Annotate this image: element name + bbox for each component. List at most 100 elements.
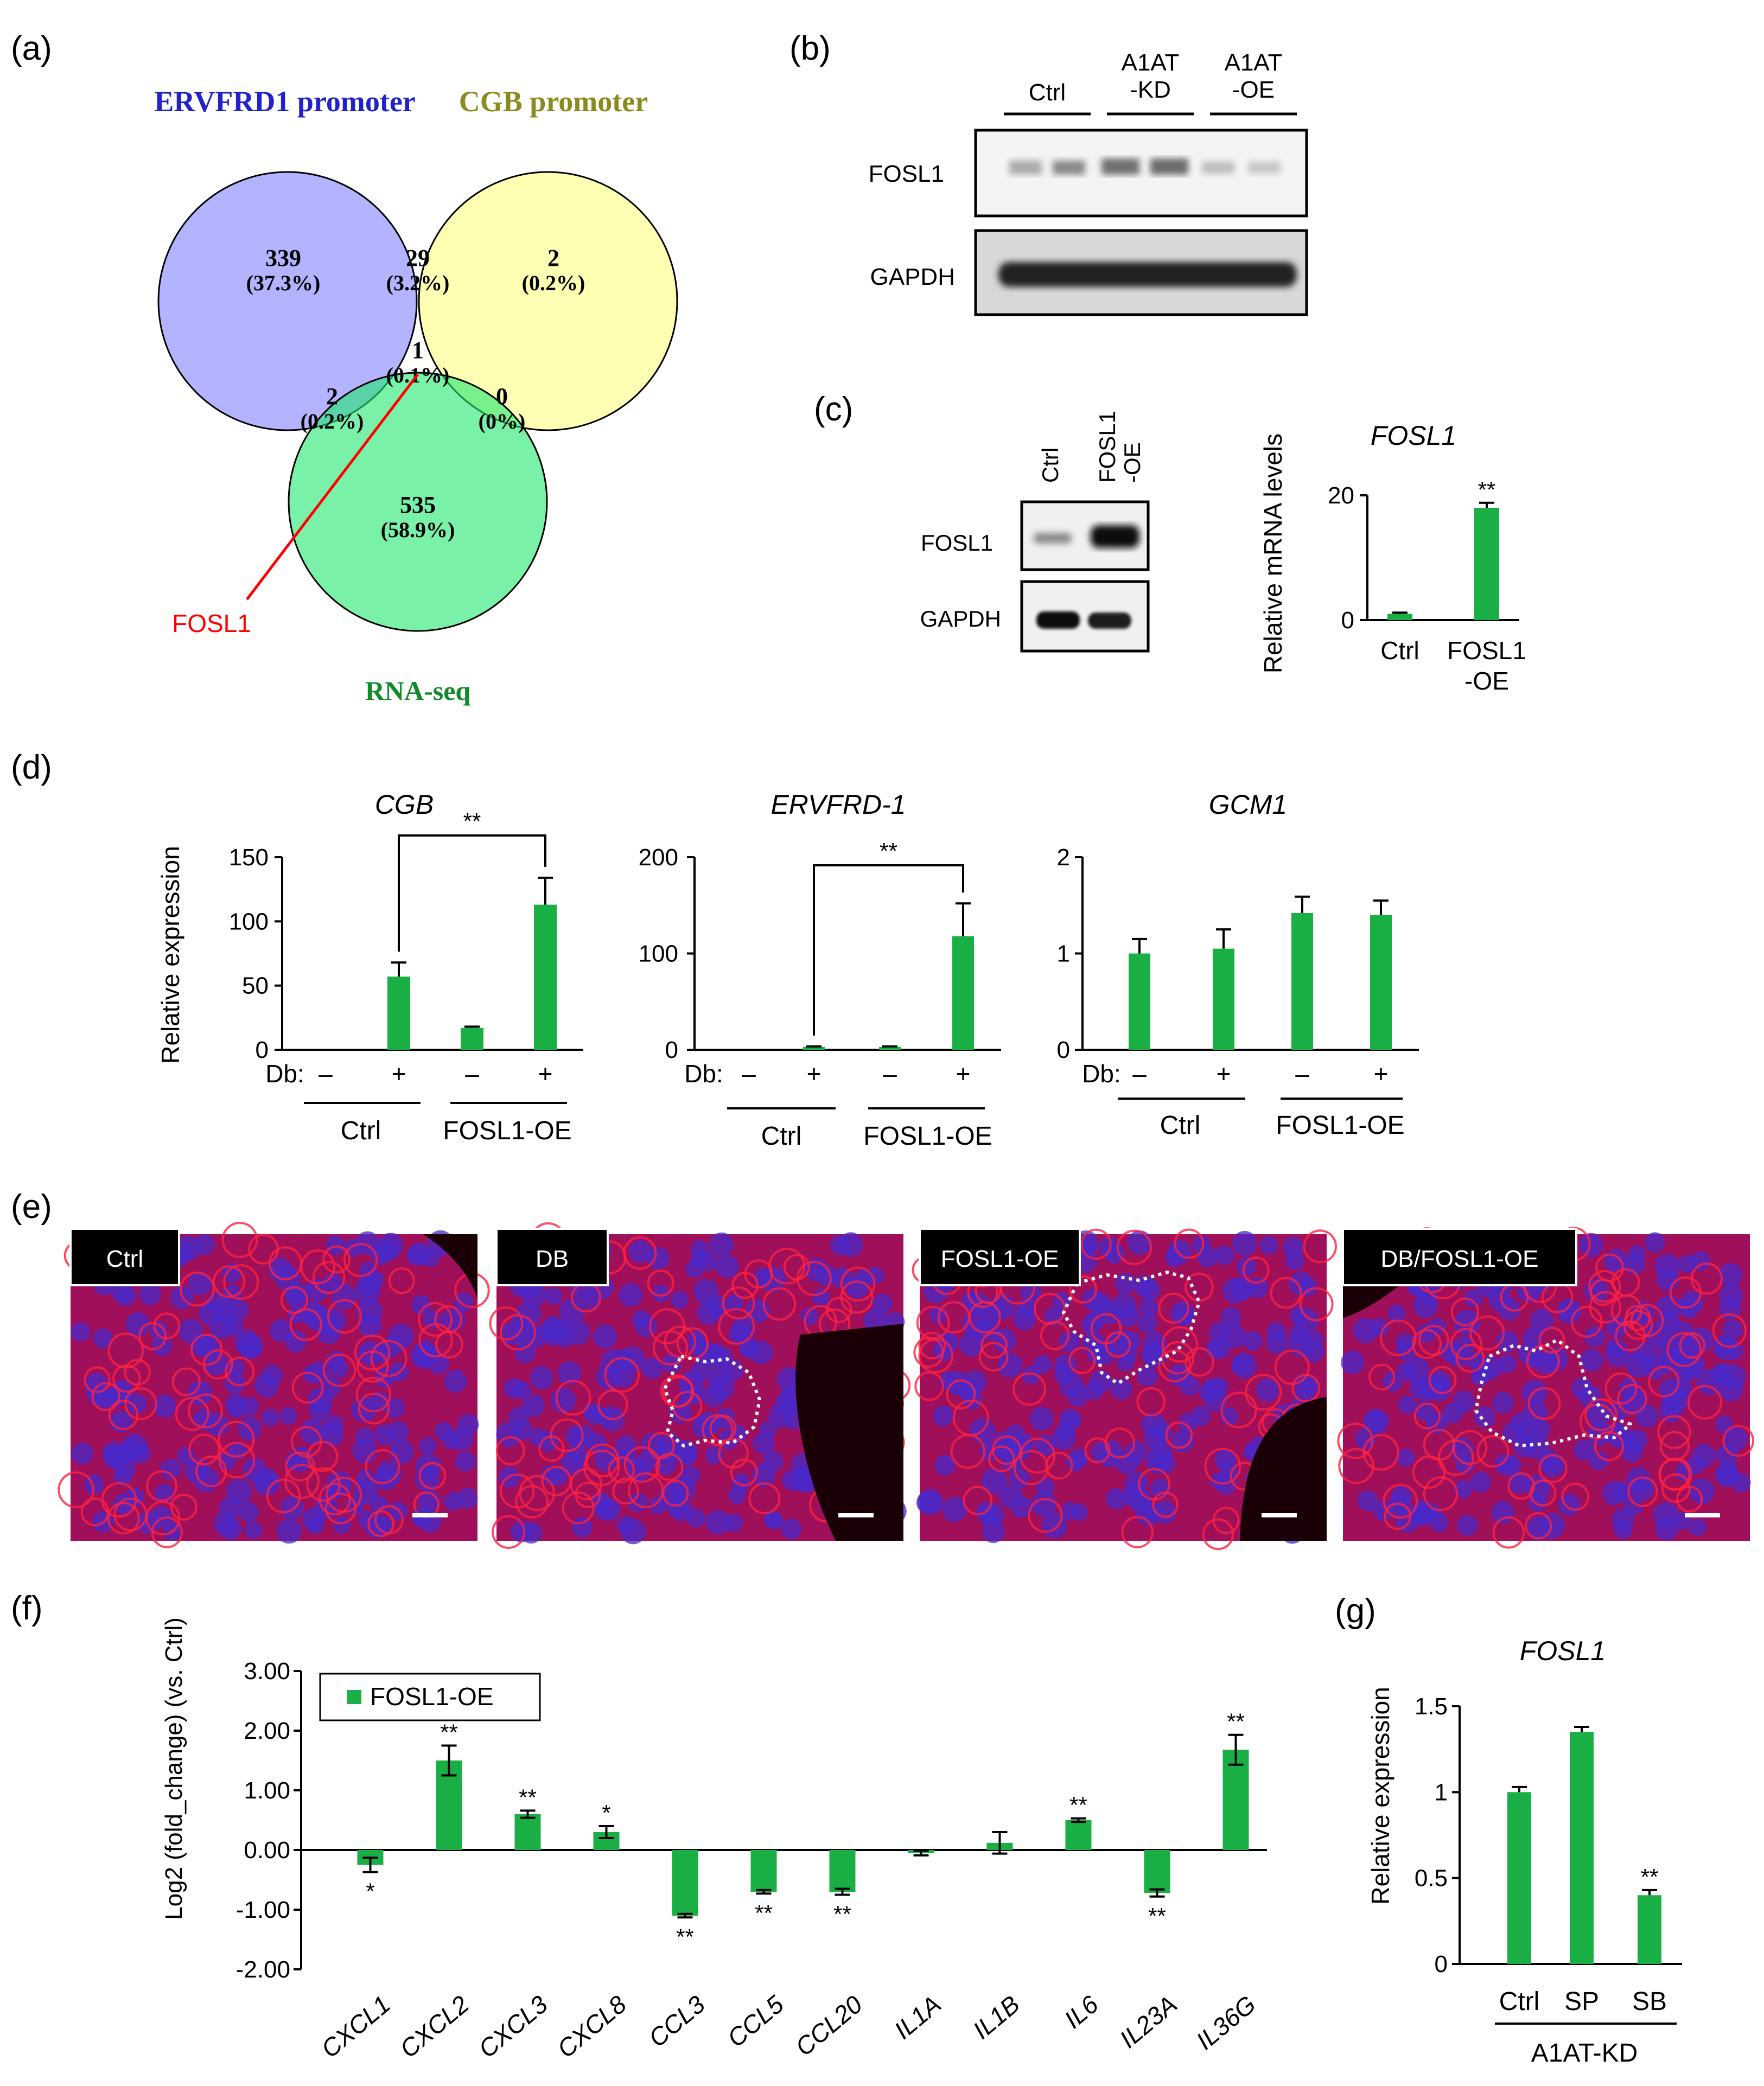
chart-f-xtick-label: IL6: [1059, 1990, 1104, 2034]
microscopy-nucleus: [1362, 1408, 1389, 1435]
microscopy-membrane: [597, 1389, 628, 1420]
microscopy-nucleus: [762, 1451, 784, 1472]
microscopy-label-box: [919, 1228, 1081, 1286]
microscopy-nucleus: [1416, 1376, 1441, 1400]
chart-d-bar: [1291, 913, 1313, 1050]
microscopy-nucleus: [242, 1458, 267, 1482]
microscopy-membrane: [495, 1436, 525, 1465]
microscopy-nucleus: [308, 1387, 333, 1413]
chart-d-bracket-significance: **: [463, 808, 481, 834]
microscopy-nucleus: [1722, 1319, 1743, 1341]
microscopy-membrane: [151, 1516, 183, 1548]
chart-g-ytick-label: 1.5: [1415, 1693, 1448, 1720]
chart-f-significance: **: [1227, 1709, 1245, 1734]
microscopy-membrane: [1384, 1502, 1411, 1530]
microscopy-nucleus: [455, 1451, 476, 1472]
microscopy-nucleus: [916, 1490, 940, 1515]
microscopy-nucleus: [203, 1351, 228, 1375]
microscopy-membrane: [1492, 1516, 1525, 1549]
chart-d-title: ERVFRD-1: [770, 789, 906, 820]
microscopy-membrane: [108, 1400, 139, 1431]
microscopy-membrane: [1104, 1427, 1136, 1459]
microscopy-membrane: [1274, 1349, 1310, 1385]
venn-callout-line: [246, 373, 419, 601]
venn-region-7-count: 535: [400, 492, 436, 518]
microscopy-membrane: [374, 1505, 404, 1535]
microscopy-membrane: [1245, 1374, 1282, 1411]
microscopy-nucleus: [1220, 1323, 1246, 1349]
microscopy-nucleus: [1256, 1378, 1279, 1402]
venn-region-5-pct: (0.2%): [301, 409, 364, 433]
microscopy-nucleus: [239, 1337, 262, 1359]
microscopy-nucleus: [1357, 1490, 1378, 1511]
microscopy-membrane: [825, 1297, 852, 1323]
microscopy-nucleus: [619, 1283, 643, 1307]
microscopy-nucleus: [206, 1413, 230, 1437]
microscopy-membrane: [1527, 1387, 1561, 1420]
microscopy-nucleus: [284, 1282, 310, 1308]
panel-c: (c) Ctrl FOSL1-OE FOSL1 GAPDH FOSL1 Relat…: [814, 391, 1526, 695]
microscopy-nucleus: [1031, 1491, 1057, 1517]
microscopy-nucleus: [358, 1314, 382, 1337]
chart-f-xtick-label: IL1B: [967, 1990, 1025, 2045]
microscopy-membrane: [1368, 1363, 1396, 1390]
microscopy-nucleus: [194, 1234, 215, 1255]
microscopy-membrane: [1068, 1347, 1096, 1374]
microscopy-nucleus: [1373, 1501, 1394, 1521]
microscopy-membrane: [1561, 1482, 1590, 1511]
microscopy-nucleus: [326, 1235, 345, 1255]
microscopy-nucleus: [276, 1518, 302, 1544]
microscopy-nucleus: [1502, 1422, 1524, 1444]
microscopy-membrane: [223, 1264, 259, 1300]
chart-f-xtick-label: CCL3: [643, 1990, 710, 2053]
microscopy-membrane: [1687, 1385, 1723, 1420]
chart-c-fosl1-mrna: FOSL1 Relative mRNA levels 0 20 Ctrl ** FOSL1-…: [1259, 420, 1526, 695]
panel-g-label: (g): [1335, 1592, 1376, 1630]
microscopy-membrane: [1455, 1344, 1485, 1373]
chart-f-xtick-label: IL23A: [1114, 1990, 1182, 2053]
microscopy-nucleus: [300, 1302, 325, 1326]
chart-f-significance: **: [1069, 1792, 1087, 1818]
microscopy-nucleus: [389, 1439, 414, 1464]
microscopy-nucleus: [160, 1459, 181, 1480]
microscopy-membrane: [1666, 1332, 1702, 1367]
chart-d-db-sign: –: [465, 1060, 479, 1088]
microscopy-nucleus: [514, 1342, 536, 1363]
microscopy-nucleus: [1232, 1230, 1257, 1256]
microscopy-nucleus: [330, 1360, 348, 1378]
panel-a-venn: (a) ERVFRD1 promoter CGB promoter 339 (3…: [11, 30, 678, 706]
chart-f-ytick-label: -1.00: [236, 1897, 290, 1923]
microscopy-nucleus: [1413, 1293, 1438, 1318]
microscopy-membrane: [918, 1331, 946, 1360]
venn-region-4-count: 1: [412, 337, 424, 363]
microscopy-nucleus: [1148, 1441, 1173, 1466]
microscopy-membrane: [1080, 1228, 1112, 1260]
microscopy-nucleus: [1110, 1378, 1132, 1400]
microscopy-membrane: [124, 1387, 157, 1420]
chart-c-ytick-label: 20: [1328, 482, 1354, 509]
microscopy-membrane: [170, 1494, 198, 1521]
chart-g-ylabel: Relative expression: [1366, 1687, 1394, 1904]
microscopy-nucleus: [595, 1364, 622, 1390]
microscopy-nucleus: [1612, 1508, 1635, 1531]
microscopy-membrane: [218, 1420, 255, 1458]
microscopy-nucleus: [1661, 1393, 1683, 1414]
microscopy-label: DB/FOSL1-OE: [1381, 1246, 1539, 1272]
microscopy-nucleus: [512, 1419, 533, 1440]
microscopy-membrane: [1712, 1313, 1747, 1348]
microscopy-nucleus: [1498, 1354, 1517, 1373]
microscopy-nucleus: [261, 1364, 283, 1386]
microscopy-nucleus: [1231, 1354, 1252, 1374]
microscopy-membrane: [218, 1441, 256, 1479]
blot-c-fosl1-bands: [1034, 525, 1139, 548]
microscopy-nucleus: [1387, 1304, 1406, 1323]
microscopy-nucleus: [1571, 1377, 1593, 1399]
microscopy-membrane: [1437, 1439, 1474, 1476]
microscopy-nucleus: [1066, 1452, 1085, 1472]
chart-f-xtick-label: CXCL8: [552, 1990, 632, 2063]
microscopy-nucleus: [116, 1286, 137, 1306]
microscopy-nucleus: [726, 1294, 744, 1312]
microscopy-membrane: [1337, 1422, 1374, 1459]
microscopy-nucleus: [1531, 1420, 1551, 1439]
